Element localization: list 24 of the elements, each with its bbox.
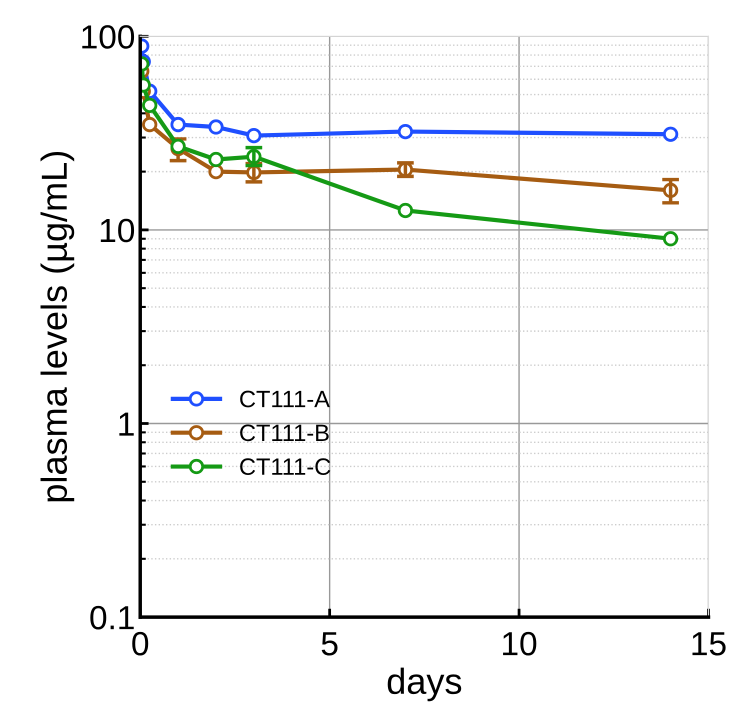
point — [208, 152, 224, 168]
x-tick-label: 0 — [132, 632, 148, 656]
point — [142, 116, 158, 132]
point — [662, 126, 678, 142]
point — [208, 119, 224, 135]
y-tick-label: 0.1 — [90, 606, 134, 630]
legend-label: CT111-A — [240, 390, 330, 408]
point — [662, 231, 678, 246]
point — [142, 98, 158, 113]
x-axis-title: days — [388, 668, 462, 702]
x-tick-label: 15 — [692, 632, 726, 656]
y-tick-label: 10 — [100, 218, 134, 242]
legend-label: CT111-C — [240, 458, 330, 476]
y-tick-label: 100 — [82, 25, 134, 49]
point — [246, 128, 262, 144]
y-tick-label: 1 — [119, 412, 134, 436]
x-tick-label: 5 — [322, 632, 338, 656]
legend-label: CT111-B — [240, 424, 329, 442]
point — [170, 116, 186, 132]
point — [208, 164, 224, 180]
x-tick-label: 10 — [503, 632, 536, 656]
point — [398, 124, 414, 140]
point — [398, 202, 414, 218]
y-axis-title: plasma levels (µg/mL) — [40, 152, 74, 502]
